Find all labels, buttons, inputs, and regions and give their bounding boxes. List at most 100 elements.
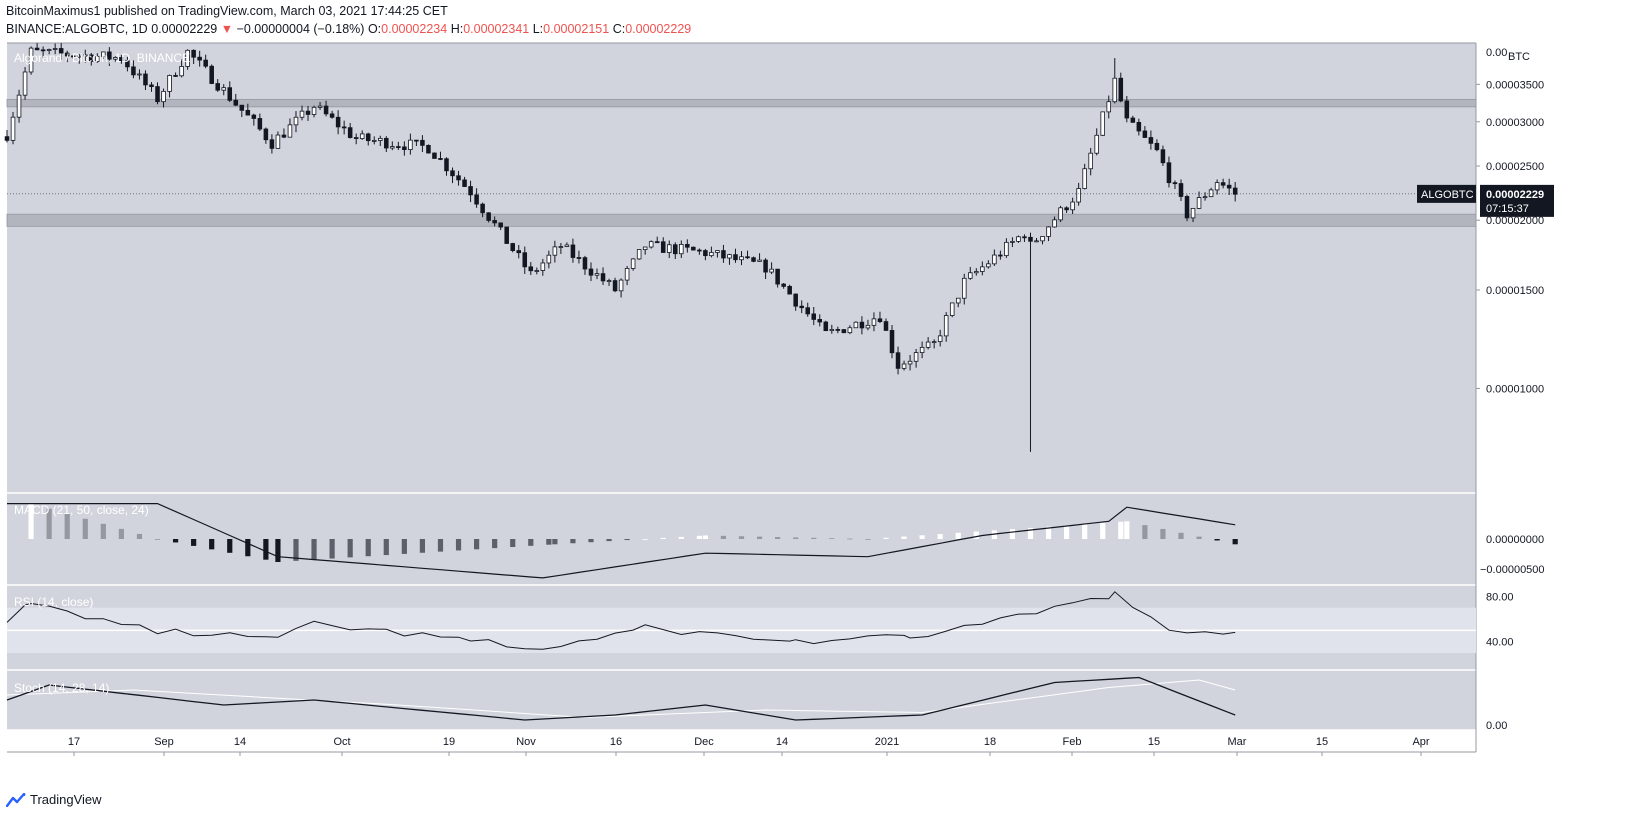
candle xyxy=(925,337,931,350)
candle xyxy=(329,110,335,119)
macd-histogram-bar xyxy=(347,539,353,558)
macd-histogram-bar xyxy=(937,534,943,539)
time-axis-label: 16 xyxy=(610,736,622,748)
macd-histogram-bar xyxy=(172,539,179,543)
candle xyxy=(1118,72,1124,103)
candle-body xyxy=(660,241,666,253)
candle xyxy=(95,53,100,63)
candle-body xyxy=(540,262,546,271)
footer-brand[interactable]: TradingView xyxy=(30,792,102,807)
candle xyxy=(865,319,871,331)
tradingview-logo-icon xyxy=(6,792,26,807)
candle-body xyxy=(251,114,257,119)
candle-body xyxy=(1166,162,1172,184)
candle-body xyxy=(462,179,467,187)
macd-axis-label: 0.00000000 xyxy=(1486,534,1544,546)
macd-histogram-bar xyxy=(811,537,817,539)
candle-body xyxy=(28,47,34,73)
candle xyxy=(594,268,600,280)
candle-body xyxy=(907,360,913,365)
candle-body xyxy=(64,52,70,57)
candle xyxy=(1184,194,1190,222)
macd-histogram-bar xyxy=(401,539,407,554)
candle-body xyxy=(468,186,473,196)
candle-body xyxy=(119,57,124,62)
time-axis-label: Nov xyxy=(516,736,536,748)
candle xyxy=(630,258,636,271)
candle xyxy=(576,250,582,264)
candle xyxy=(504,226,509,244)
candle-body xyxy=(883,321,889,331)
candle-body xyxy=(1160,149,1166,164)
candle-body xyxy=(1028,236,1033,242)
last-badge-symbol-bg xyxy=(1417,184,1476,203)
candle-body xyxy=(1058,207,1063,221)
macd-histogram-bar xyxy=(82,518,88,539)
candle-body xyxy=(582,257,588,270)
candle-body xyxy=(570,244,576,258)
candle xyxy=(137,69,142,80)
candle-body xyxy=(1220,182,1226,186)
candle xyxy=(450,167,455,184)
candle-body xyxy=(287,124,293,138)
candle-body xyxy=(1148,137,1154,144)
candle xyxy=(149,82,154,92)
candle xyxy=(624,265,630,286)
macd-histogram-bar xyxy=(847,538,853,540)
resistance-zone xyxy=(6,98,1477,108)
candle-body xyxy=(733,254,738,261)
candle xyxy=(365,132,371,146)
last-badge-countdown: 07:15:37 xyxy=(1486,203,1529,215)
candle xyxy=(733,248,738,263)
candle-body xyxy=(317,105,323,108)
last-price: 0.00002229 xyxy=(151,22,218,36)
stoch-d-line xyxy=(6,679,1236,719)
candle-body xyxy=(167,75,172,92)
candle-body xyxy=(347,127,353,138)
support-zone xyxy=(6,213,1477,227)
candle xyxy=(480,202,485,218)
candle-body xyxy=(426,144,431,154)
candle xyxy=(558,242,564,254)
candle xyxy=(745,250,750,260)
macd-axis-label: −0.00000500 xyxy=(1480,564,1545,576)
close-value: 0.00002229 xyxy=(625,22,692,36)
candle-body xyxy=(1052,219,1057,228)
candle-body xyxy=(299,110,305,118)
candle-body xyxy=(937,335,943,343)
candle-body xyxy=(408,139,413,151)
candle xyxy=(612,277,618,293)
candle xyxy=(691,246,696,251)
candle-body xyxy=(107,51,112,60)
candle-body xyxy=(859,321,865,329)
candle-body xyxy=(871,318,877,326)
candle-body xyxy=(1070,201,1075,211)
candle xyxy=(654,236,660,244)
candle xyxy=(317,102,323,110)
candle-body xyxy=(4,136,10,141)
macd-histogram-bar xyxy=(973,531,979,539)
candle xyxy=(709,246,714,258)
publisher-name[interactable]: BitcoinMaximus1 xyxy=(6,4,101,18)
candle xyxy=(414,139,419,146)
candle xyxy=(1016,235,1021,243)
candle-body xyxy=(913,352,919,362)
candle-body xyxy=(486,212,491,221)
candle xyxy=(474,188,479,208)
last-badge-price: 0.00002229 xyxy=(1486,189,1544,201)
candle xyxy=(679,240,684,259)
candle-body xyxy=(817,319,823,323)
macd-histogram-bar xyxy=(793,537,799,539)
candle-body xyxy=(594,273,600,276)
candle xyxy=(179,59,184,78)
candle-body xyxy=(516,250,522,254)
candle xyxy=(781,283,786,289)
candle-body xyxy=(943,315,949,337)
candle xyxy=(727,253,732,265)
macd-histogram-bar xyxy=(1214,539,1220,541)
candle-body xyxy=(1112,77,1118,103)
macd-line xyxy=(7,503,1236,579)
chart-canvas[interactable]: 0.00003500 0.00003000 0.00002500 0.00002000… xyxy=(0,0,1627,785)
candle xyxy=(955,297,961,308)
macd-histogram-bar xyxy=(1178,532,1184,539)
